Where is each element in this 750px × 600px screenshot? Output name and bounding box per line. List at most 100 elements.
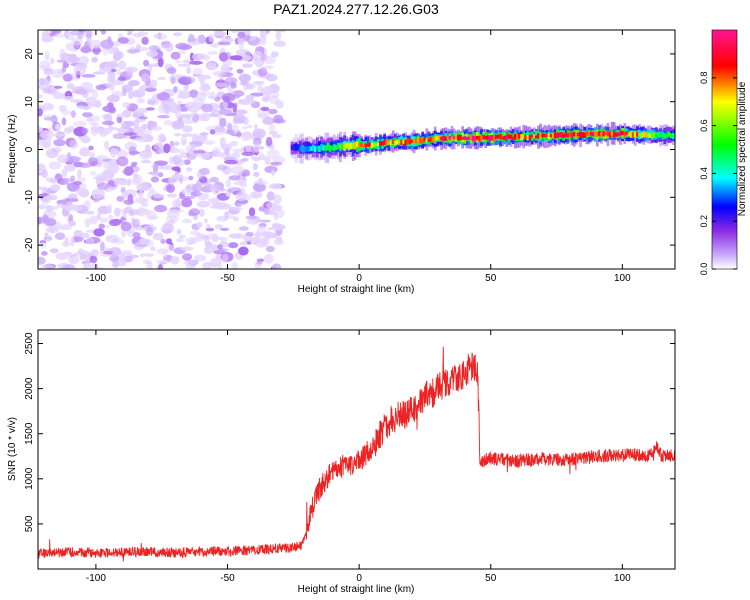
ridge-cell	[374, 143, 378, 147]
ridge-cell	[537, 133, 540, 139]
noise-speckle	[141, 72, 150, 83]
noise-speckle	[77, 169, 82, 179]
ridge-cell	[476, 135, 479, 140]
noise-speckle	[182, 218, 192, 224]
noise-speckle	[189, 231, 201, 236]
ridge-cell	[362, 143, 365, 147]
ridge-cell	[448, 136, 452, 140]
ridge-cell	[526, 135, 530, 140]
noise-speckle	[157, 264, 164, 269]
ridge-cell	[604, 131, 608, 136]
noise-speckle	[63, 96, 75, 100]
noise-speckle	[272, 194, 282, 205]
noise-speckle	[120, 221, 132, 232]
ridge-cell	[400, 139, 403, 145]
noise-speckle	[117, 76, 127, 81]
noise-speckle	[189, 60, 204, 65]
ridge-cell	[511, 133, 515, 140]
ridge-cell	[473, 136, 477, 142]
noise-speckle	[248, 207, 256, 217]
noise-speckle	[229, 55, 243, 61]
noise-speckle	[253, 171, 260, 178]
colorbar-tick-label: 0.4	[699, 167, 709, 180]
noise-speckle	[274, 30, 286, 33]
ridge-cell	[391, 139, 395, 144]
y-tick-label: -20	[24, 237, 35, 252]
noise-speckle	[143, 59, 150, 67]
noise-speckle	[187, 238, 195, 243]
noise-speckle	[38, 77, 45, 85]
noise-speckle	[100, 30, 107, 35]
noise-speckle	[257, 67, 268, 77]
noise-speckle	[112, 133, 127, 140]
noise-speckle	[64, 164, 76, 172]
noise-speckle	[45, 218, 57, 227]
ridge-cell	[402, 139, 405, 144]
noise-speckle	[50, 57, 55, 65]
ridge-cell	[518, 133, 521, 139]
noise-speckle	[135, 108, 148, 114]
ridge-cell	[442, 135, 445, 141]
noise-speckle	[267, 108, 278, 115]
noise-speckle	[40, 37, 52, 42]
ridge-cell	[370, 142, 374, 148]
ridge-cell	[385, 139, 389, 145]
ridge-cell	[429, 136, 433, 143]
noise-speckle	[252, 163, 258, 171]
noise-speckle	[275, 100, 284, 109]
ridge-cell	[290, 144, 294, 151]
noise-speckle	[85, 237, 95, 245]
noise-speckle	[43, 68, 54, 76]
noise-speckle	[263, 55, 276, 65]
ridge-cell	[368, 142, 372, 147]
noise-speckle	[50, 184, 61, 192]
ridge-cell	[596, 132, 599, 137]
noise-speckle	[67, 204, 76, 209]
ridge-cell	[318, 145, 321, 153]
noise-speckle	[61, 66, 67, 73]
noise-speckle	[188, 33, 195, 44]
noise-speckle	[235, 191, 248, 202]
noise-speckle	[146, 260, 153, 269]
noise-speckle	[273, 239, 285, 246]
noise-speckle	[236, 68, 244, 74]
noise-speckle	[171, 166, 181, 171]
ridge-cell	[553, 132, 557, 139]
ridge-cell	[516, 134, 519, 141]
noise-speckle	[93, 228, 105, 237]
noise-speckle	[275, 134, 282, 138]
ridge-cell	[341, 144, 344, 149]
ridge-cell	[543, 133, 547, 138]
ridge-cell	[387, 141, 391, 145]
snr-y-ticks: 500 1000 1500 2000 2500	[24, 332, 675, 532]
ridge-cell	[427, 138, 431, 143]
ridge-cell	[404, 139, 408, 145]
noise-speckle	[208, 33, 214, 43]
noise-speckle	[275, 204, 282, 211]
noise-speckle	[124, 66, 138, 73]
noise-speckle	[166, 67, 177, 75]
noise-speckle	[56, 154, 69, 164]
ridge-cell	[316, 145, 319, 151]
noise-speckle	[214, 96, 221, 102]
ridge-cell	[294, 143, 298, 151]
colorbar-label: Normalized spectral amplitude	[737, 81, 748, 216]
ridge-cell	[459, 135, 462, 140]
noise-speckle	[262, 65, 275, 69]
ridge-cell	[581, 132, 584, 138]
noise-speckle	[233, 114, 246, 124]
noise-speckle	[90, 102, 101, 107]
ridge-cell	[396, 140, 399, 145]
noise-speckle	[83, 106, 90, 110]
ridge-cell	[570, 132, 574, 138]
noise-speckle	[73, 120, 87, 127]
noise-speckle	[54, 85, 63, 89]
noise-speckle	[167, 244, 175, 252]
noise-speckle	[135, 243, 148, 248]
noise-speckle	[156, 259, 171, 264]
noise-speckle	[77, 249, 89, 255]
snr-frame	[37, 329, 676, 570]
noise-speckle	[231, 261, 239, 269]
x-tick-label: 0	[356, 273, 362, 284]
noise-speckle	[105, 225, 111, 228]
